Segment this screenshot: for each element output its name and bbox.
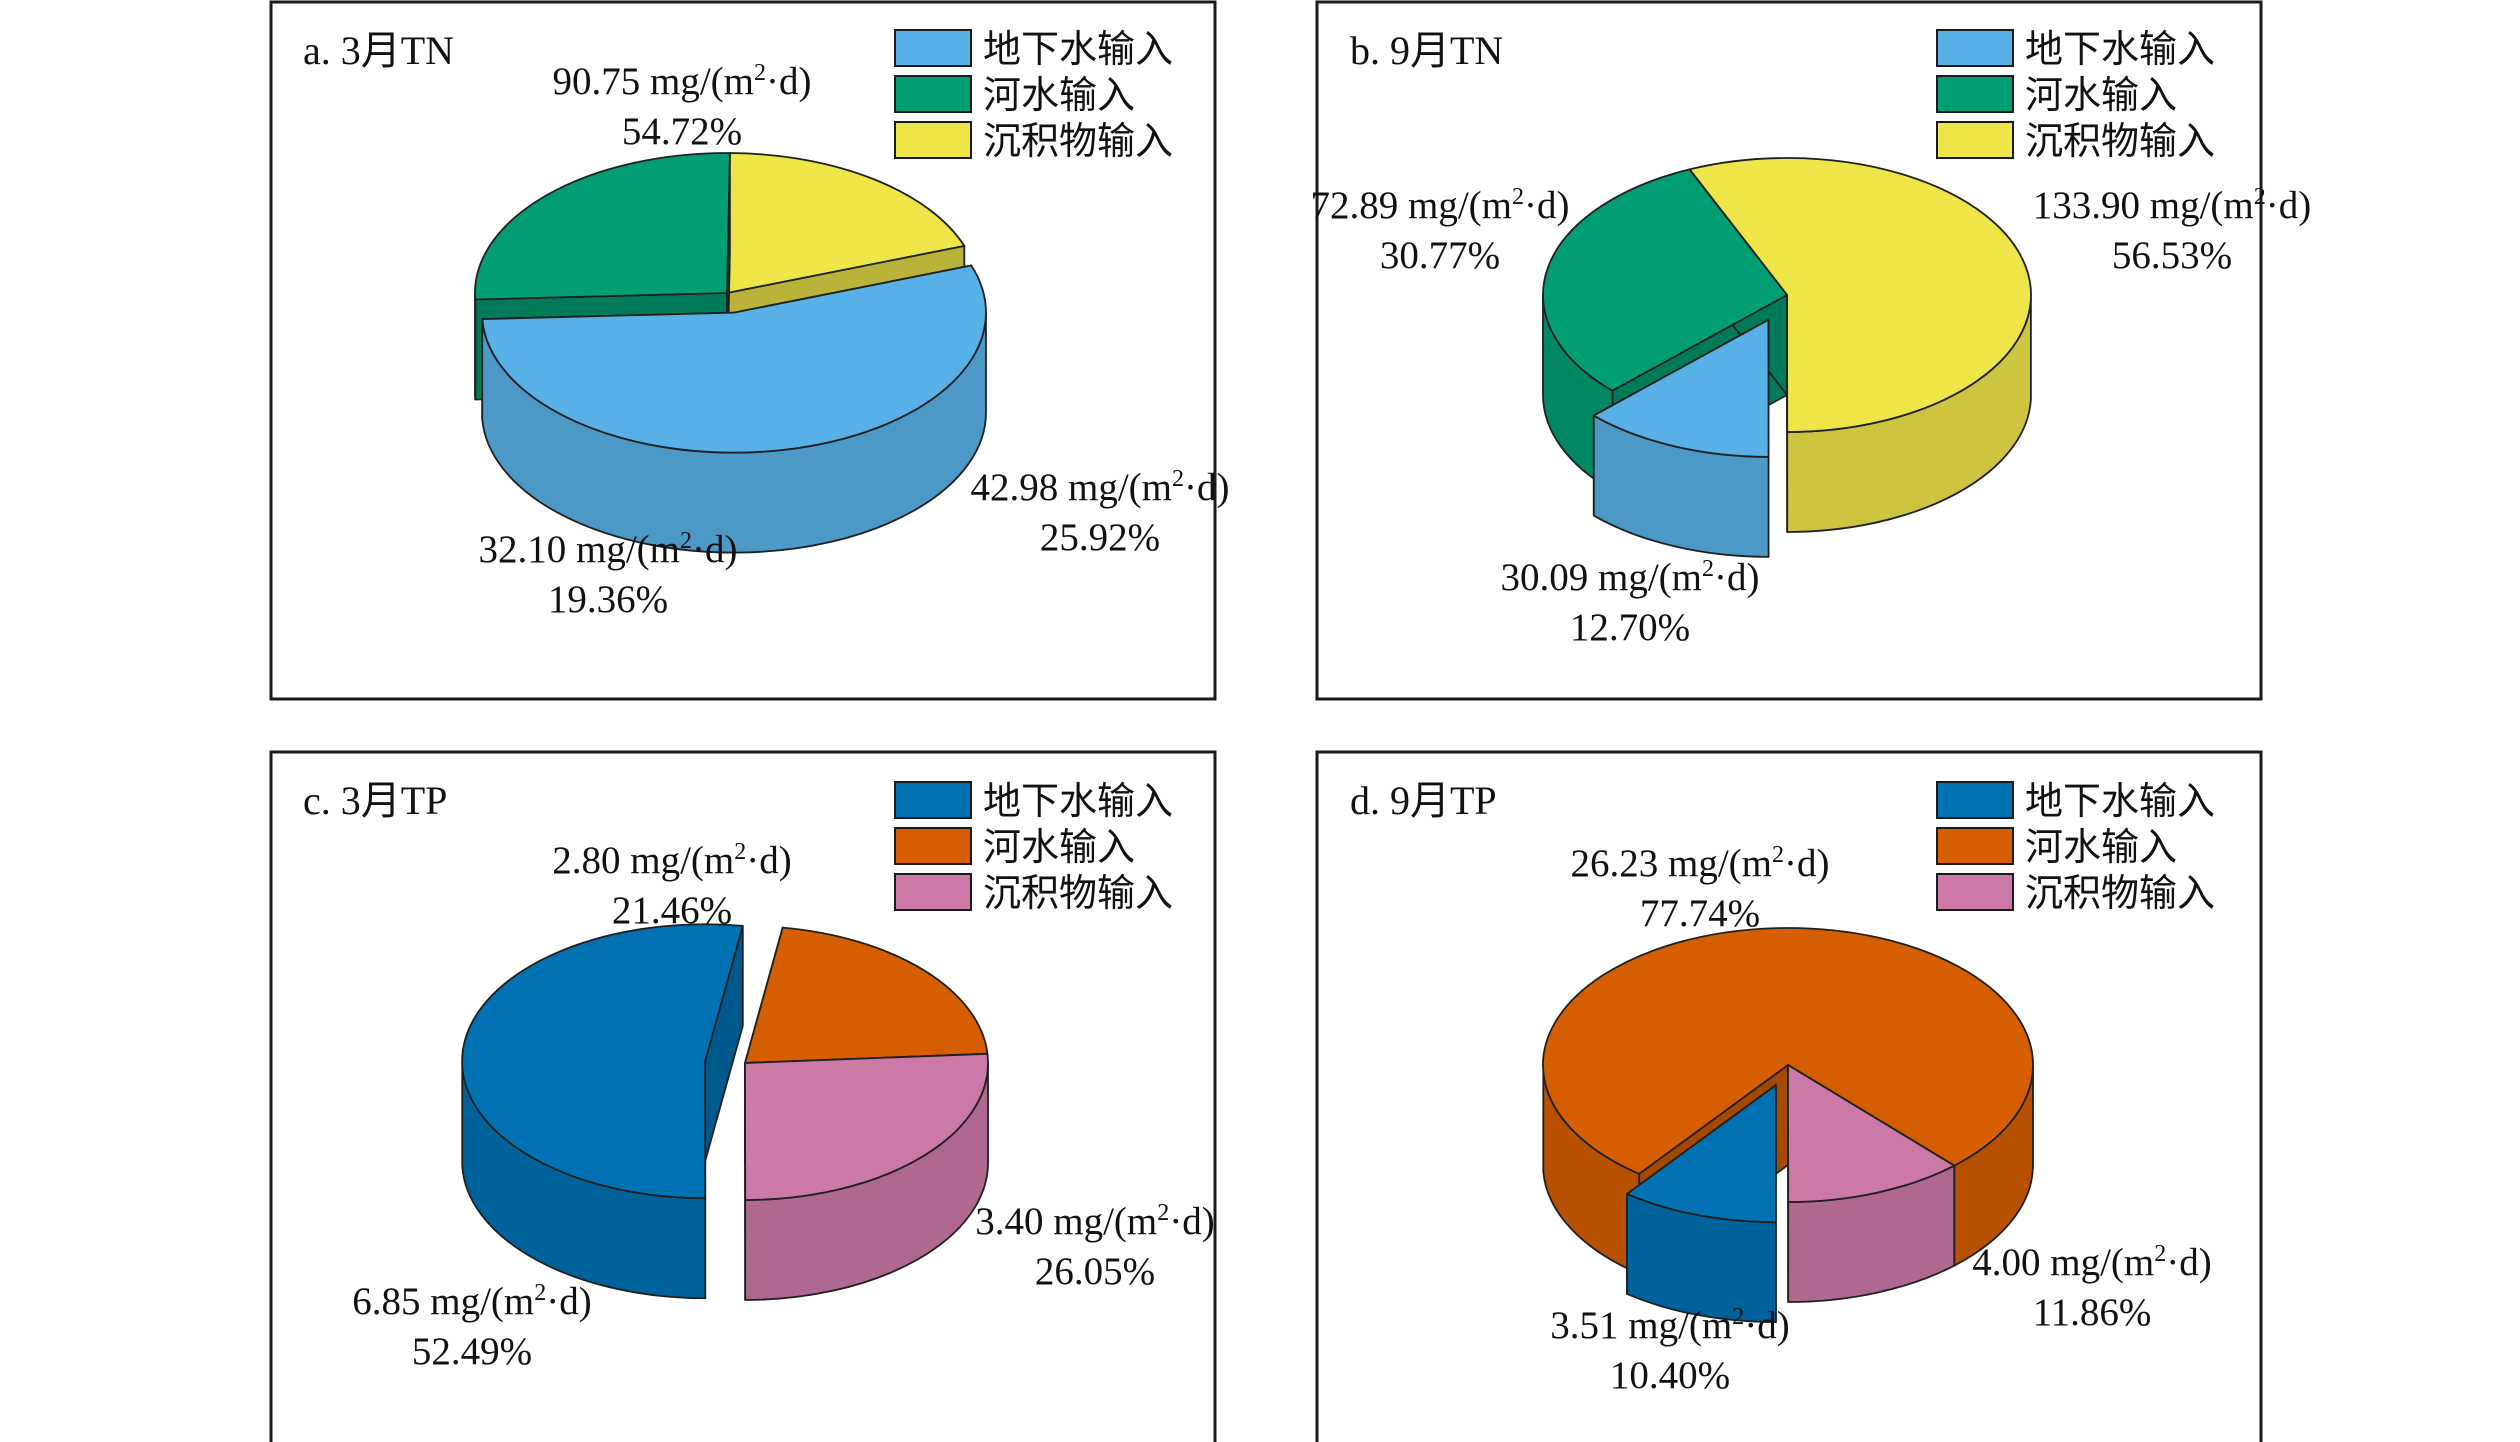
legend-label-sediment: 沉积物输入 xyxy=(2025,871,2215,915)
pie-2-slice-river xyxy=(744,926,989,1064)
pie-3d xyxy=(1542,927,2034,1324)
pie-1-slice-groundwater xyxy=(1592,318,1770,458)
data-label-sediment: 4.00 mg/(m2·d) 11.86% xyxy=(1972,1241,2211,1334)
legend-label-groundwater: 地下水输入 xyxy=(983,779,1173,823)
data-label-sediment: 3.40 mg/(m2·d) 26.05% xyxy=(975,1200,1214,1293)
pie-0-slice-sediment xyxy=(726,152,966,294)
pie-3d xyxy=(461,923,989,1301)
data-label-groundwater: 3.51 mg/(m2·d) 10.40% xyxy=(1550,1304,1789,1397)
percent-label: 30.77% xyxy=(1380,234,1500,277)
percent-label: 52.49% xyxy=(412,1330,532,1373)
legend-label-groundwater: 地下水输入 xyxy=(983,27,1173,71)
percent-label: 19.36% xyxy=(548,578,668,621)
data-label-river: 42.98 mg/(m2·d) 25.92% xyxy=(971,466,1230,559)
pie-2-slice-groundwater xyxy=(461,923,744,1200)
legend-swatch-sediment xyxy=(894,121,972,159)
data-label-groundwater: 90.75 mg/(m2·d) 54.72% xyxy=(553,60,812,153)
pie-1-slice-sediment xyxy=(1688,157,2032,433)
data-label-groundwater: 30.09 mg/(m2·d) 12.70% xyxy=(1501,556,1760,649)
percent-label: 25.92% xyxy=(1040,516,1160,559)
data-label-sediment: 133.90 mg/(m2·d) 56.53% xyxy=(2033,184,2311,277)
legend-swatch-groundwater xyxy=(1936,781,2014,819)
legend-label-river: 河水输入 xyxy=(2025,73,2177,117)
percent-label: 56.53% xyxy=(2112,234,2232,277)
value-label: 4.00 mg/(m2·d) xyxy=(1972,1241,2211,1284)
legend-swatch-sediment xyxy=(1936,121,2014,159)
legend-swatch-river xyxy=(894,75,972,113)
pie-3d xyxy=(1542,157,2032,558)
legend-swatch-groundwater xyxy=(894,781,972,819)
chart-title: d. 9月TP xyxy=(1350,778,1497,823)
percent-label: 21.46% xyxy=(612,889,732,932)
chart-title: b. 9月TN xyxy=(1350,28,1503,73)
percent-label: 54.72% xyxy=(622,110,742,153)
legend-swatch-sediment xyxy=(894,873,972,911)
pie-3d xyxy=(474,152,987,554)
pie-1-slice-river xyxy=(1542,168,1788,392)
pie-0-slice-groundwater xyxy=(481,264,987,454)
legend-label-groundwater: 地下水输入 xyxy=(2025,27,2215,71)
pie-2-slice-sediment xyxy=(744,1052,989,1201)
data-label-river: 2.80 mg/(m2·d) 21.46% xyxy=(552,839,791,932)
legend-swatch-groundwater xyxy=(1936,29,2014,67)
legend-label-sediment: 沉积物输入 xyxy=(983,871,1173,915)
legend-label-river: 河水输入 xyxy=(983,73,1135,117)
legend-label-groundwater: 地下水输入 xyxy=(2025,779,2215,823)
value-label: 42.98 mg/(m2·d) xyxy=(971,466,1230,509)
legend-label-river: 河水输入 xyxy=(983,825,1135,869)
data-label-river: 72.89 mg/(m2·d) 30.77% xyxy=(1311,184,1570,277)
value-label: 26.23 mg/(m2·d) xyxy=(1571,842,1830,885)
data-label-sediment: 32.10 mg/(m2·d) 19.36% xyxy=(479,528,738,621)
pie-0-slice-river xyxy=(474,152,731,301)
value-label: 90.75 mg/(m2·d) xyxy=(553,60,812,103)
value-label: 2.80 mg/(m2·d) xyxy=(552,839,791,882)
value-label: 3.51 mg/(m2·d) xyxy=(1550,1304,1789,1347)
pie-3-slice-river xyxy=(1542,927,2034,1175)
legend-swatch-river xyxy=(1936,827,2014,865)
chart-title: c. 3月TP xyxy=(303,778,447,823)
value-label: 72.89 mg/(m2·d) xyxy=(1311,184,1570,227)
data-label-river: 26.23 mg/(m2·d) 77.74% xyxy=(1571,842,1830,935)
legend-label-sediment: 沉积物输入 xyxy=(2025,119,2215,163)
pie-3-slice-groundwater xyxy=(1626,1084,1777,1224)
value-label: 133.90 mg/(m2·d) xyxy=(2033,184,2311,227)
chart-title: a. 3月TN xyxy=(303,28,454,73)
pie-3-slice-sediment xyxy=(1787,1064,1956,1203)
legend-swatch-river xyxy=(1936,75,2014,113)
panel-frame xyxy=(269,750,1217,1442)
value-label: 6.85 mg/(m2·d) xyxy=(352,1280,591,1323)
value-label: 3.40 mg/(m2·d) xyxy=(975,1200,1214,1243)
value-label: 30.09 mg/(m2·d) xyxy=(1501,556,1760,599)
percent-label: 12.70% xyxy=(1570,606,1690,649)
data-label-groundwater: 6.85 mg/(m2·d) 52.49% xyxy=(352,1280,591,1373)
percent-label: 10.40% xyxy=(1610,1354,1730,1397)
percent-label: 11.86% xyxy=(2033,1291,2152,1334)
legend-label-sediment: 沉积物输入 xyxy=(983,119,1173,163)
legend-swatch-river xyxy=(894,827,972,865)
legend-swatch-sediment xyxy=(1936,873,2014,911)
percent-label: 77.74% xyxy=(1640,892,1760,935)
legend-swatch-groundwater xyxy=(894,29,972,67)
legend-label-river: 河水输入 xyxy=(2025,825,2177,869)
percent-label: 26.05% xyxy=(1035,1250,1155,1293)
value-label: 32.10 mg/(m2·d) xyxy=(479,528,738,571)
